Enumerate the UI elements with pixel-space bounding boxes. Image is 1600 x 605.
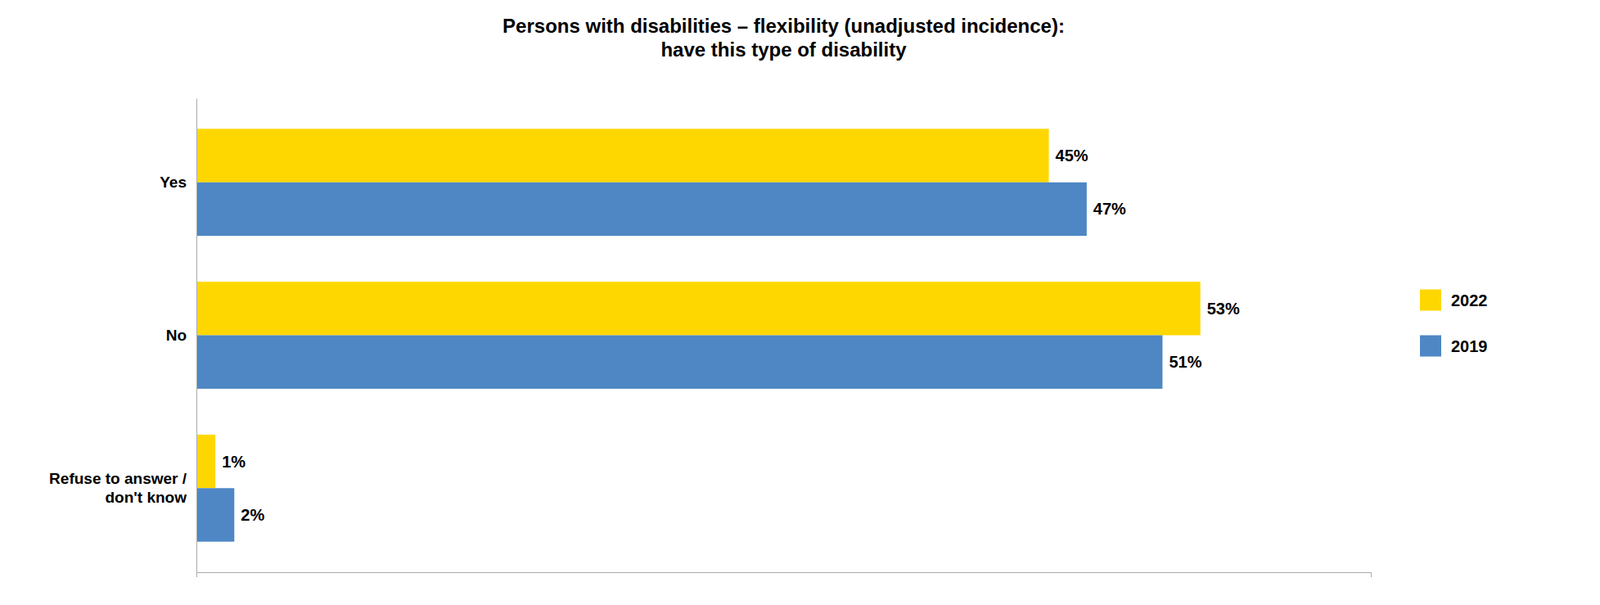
chart: Persons with disabilities – flexibility … bbox=[0, 0, 1600, 605]
bar bbox=[196, 128, 1050, 182]
data-label: 45% bbox=[1055, 146, 1089, 165]
y-axis: Yes No Refuse to answer /don't know bbox=[49, 99, 197, 573]
x-axis-line bbox=[197, 572, 1372, 578]
data-label: 1% bbox=[221, 452, 246, 471]
data-label: 51% bbox=[1168, 352, 1202, 371]
bar bbox=[196, 182, 1087, 236]
y-tick: Yes bbox=[159, 173, 197, 191]
data-labels: 1% 53% 45% 2% 51% 47% bbox=[221, 146, 1240, 524]
bar bbox=[196, 487, 235, 541]
legend-label: 2022 bbox=[1451, 291, 1488, 310]
title: Persons with disabilities – flexibility … bbox=[502, 14, 1065, 61]
y-tick: No bbox=[166, 326, 197, 344]
bars bbox=[196, 128, 1201, 541]
y-axis-line bbox=[196, 99, 198, 573]
bar bbox=[196, 434, 216, 488]
legend: 2022 2019 bbox=[1419, 289, 1488, 357]
y-tick-label: No bbox=[166, 326, 187, 344]
legend-item: 2019 bbox=[1419, 335, 1488, 357]
legend-swatch bbox=[1419, 335, 1442, 357]
legend-label: 2019 bbox=[1451, 337, 1488, 356]
legend-item: 2022 bbox=[1419, 289, 1488, 311]
data-label: 47% bbox=[1093, 199, 1127, 218]
data-label: 2% bbox=[240, 505, 265, 524]
y-tick: Refuse to answer /don't know bbox=[49, 469, 197, 506]
y-tick-label: Yes bbox=[159, 173, 187, 191]
bar bbox=[196, 281, 1201, 335]
legend-swatch bbox=[1419, 289, 1442, 311]
x-axis bbox=[197, 572, 1372, 578]
bar bbox=[196, 335, 1163, 389]
data-label: 53% bbox=[1207, 299, 1240, 318]
plot: 1% 53% 45% 2% 51% 47% Yes No Refuse to answer /d… bbox=[49, 99, 1371, 578]
y-tick-label: Refuse to answer /don't know bbox=[49, 469, 188, 506]
